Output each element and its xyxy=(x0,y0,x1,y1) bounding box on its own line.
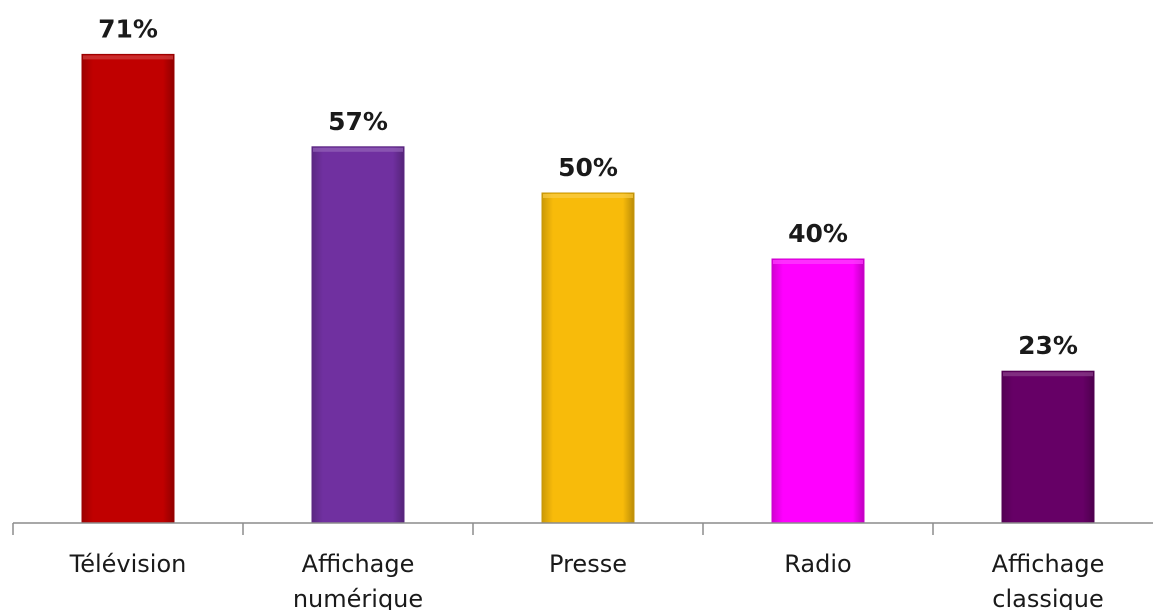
bar-bevel-3 xyxy=(773,260,863,264)
value-label-2: 50% xyxy=(558,153,618,182)
category-label-1-1: numérique xyxy=(293,585,423,610)
bar-bevel-1 xyxy=(313,147,403,152)
category-label-4-1: classique xyxy=(992,585,1103,610)
bar-2 xyxy=(541,192,635,524)
value-labels-layer: 71% 57% 50% 40% 23% xyxy=(98,14,1078,360)
bar-bevel-4 xyxy=(1003,372,1093,377)
value-label-0: 71% xyxy=(98,14,158,43)
value-label-4: 23% xyxy=(1018,331,1078,360)
value-label-1: 57% xyxy=(328,107,388,136)
value-label-3: 40% xyxy=(788,219,848,248)
bar-bevel-0 xyxy=(83,55,173,60)
bars-layer xyxy=(81,53,1095,524)
bar-3 xyxy=(771,258,865,524)
x-axis: Télévision Affichage numérique Presse Radio A… xyxy=(12,522,1153,610)
category-label-4-0: Affichage xyxy=(992,550,1105,578)
bar-4 xyxy=(1001,370,1095,524)
category-label-2-0: Presse xyxy=(549,550,627,578)
bar-bevel-2 xyxy=(543,194,633,198)
category-label-1-0: Affichage xyxy=(302,550,415,578)
category-label-0-0: Télévision xyxy=(69,550,187,578)
bar-0 xyxy=(81,53,175,524)
bar-1 xyxy=(311,146,405,524)
category-label-3-0: Radio xyxy=(784,550,851,578)
